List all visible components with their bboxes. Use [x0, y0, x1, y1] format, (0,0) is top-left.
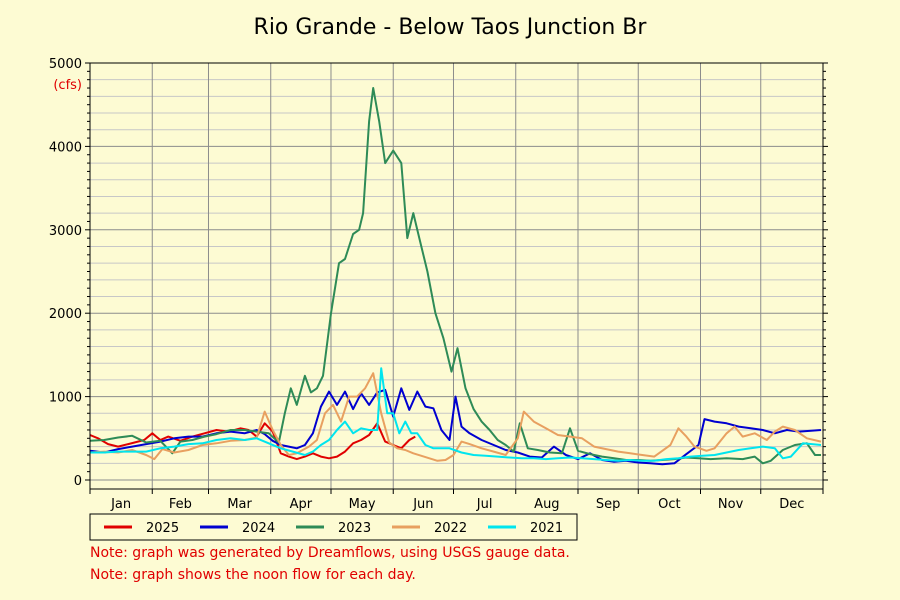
x-tick-label: Nov [718, 497, 744, 512]
legend-label-2022: 2022 [434, 521, 467, 536]
plot-background [90, 63, 823, 489]
legend-label-2025: 2025 [146, 521, 179, 536]
chart-title: Rio Grande - Below Taos Junction Br [254, 15, 648, 40]
plot-area [90, 63, 823, 489]
x-tick-label: Dec [779, 497, 804, 512]
y-axis-unit: (cfs) [53, 78, 82, 93]
series-lines [89, 87, 822, 466]
x-tick-label: Apr [290, 497, 313, 512]
note-source: Note: graph was generated by Dreamflows,… [90, 545, 570, 561]
series-line-2021 [90, 367, 822, 462]
note-noon-flow: Note: graph shows the noon flow for each… [90, 567, 416, 583]
x-tick-label: Jul [476, 497, 493, 512]
x-tick-label: May [349, 497, 376, 512]
y-tick-label: 0 [74, 474, 82, 489]
x-tick-label: Jan [110, 497, 131, 512]
plot-frame [89, 62, 824, 490]
y-tick-label: 5000 [49, 57, 82, 72]
legend-label-2021: 2021 [530, 521, 563, 536]
legend: 2025 2024 2023 2022 2021 [89, 513, 578, 541]
y-tick-label: 1000 [49, 391, 82, 406]
grid-lines [89, 62, 823, 489]
legend-label-2023: 2023 [338, 521, 371, 536]
x-tick-label: Feb [169, 497, 192, 512]
x-tick-label: Oct [658, 497, 680, 512]
y-tick-label: 3000 [49, 224, 82, 239]
y-tick-label: 2000 [49, 307, 82, 322]
x-tick-label: Aug [534, 497, 559, 512]
legend-label-2024: 2024 [242, 521, 275, 536]
y-tick-label: 4000 [49, 140, 82, 155]
x-tick-label: Jun [412, 497, 433, 512]
x-tick-label: Sep [596, 497, 621, 512]
x-tick-label: Mar [227, 497, 252, 512]
axes: 0 1000 2000 3000 4000 5000 Jan Feb Mar Apr May Jun J… [49, 57, 828, 512]
